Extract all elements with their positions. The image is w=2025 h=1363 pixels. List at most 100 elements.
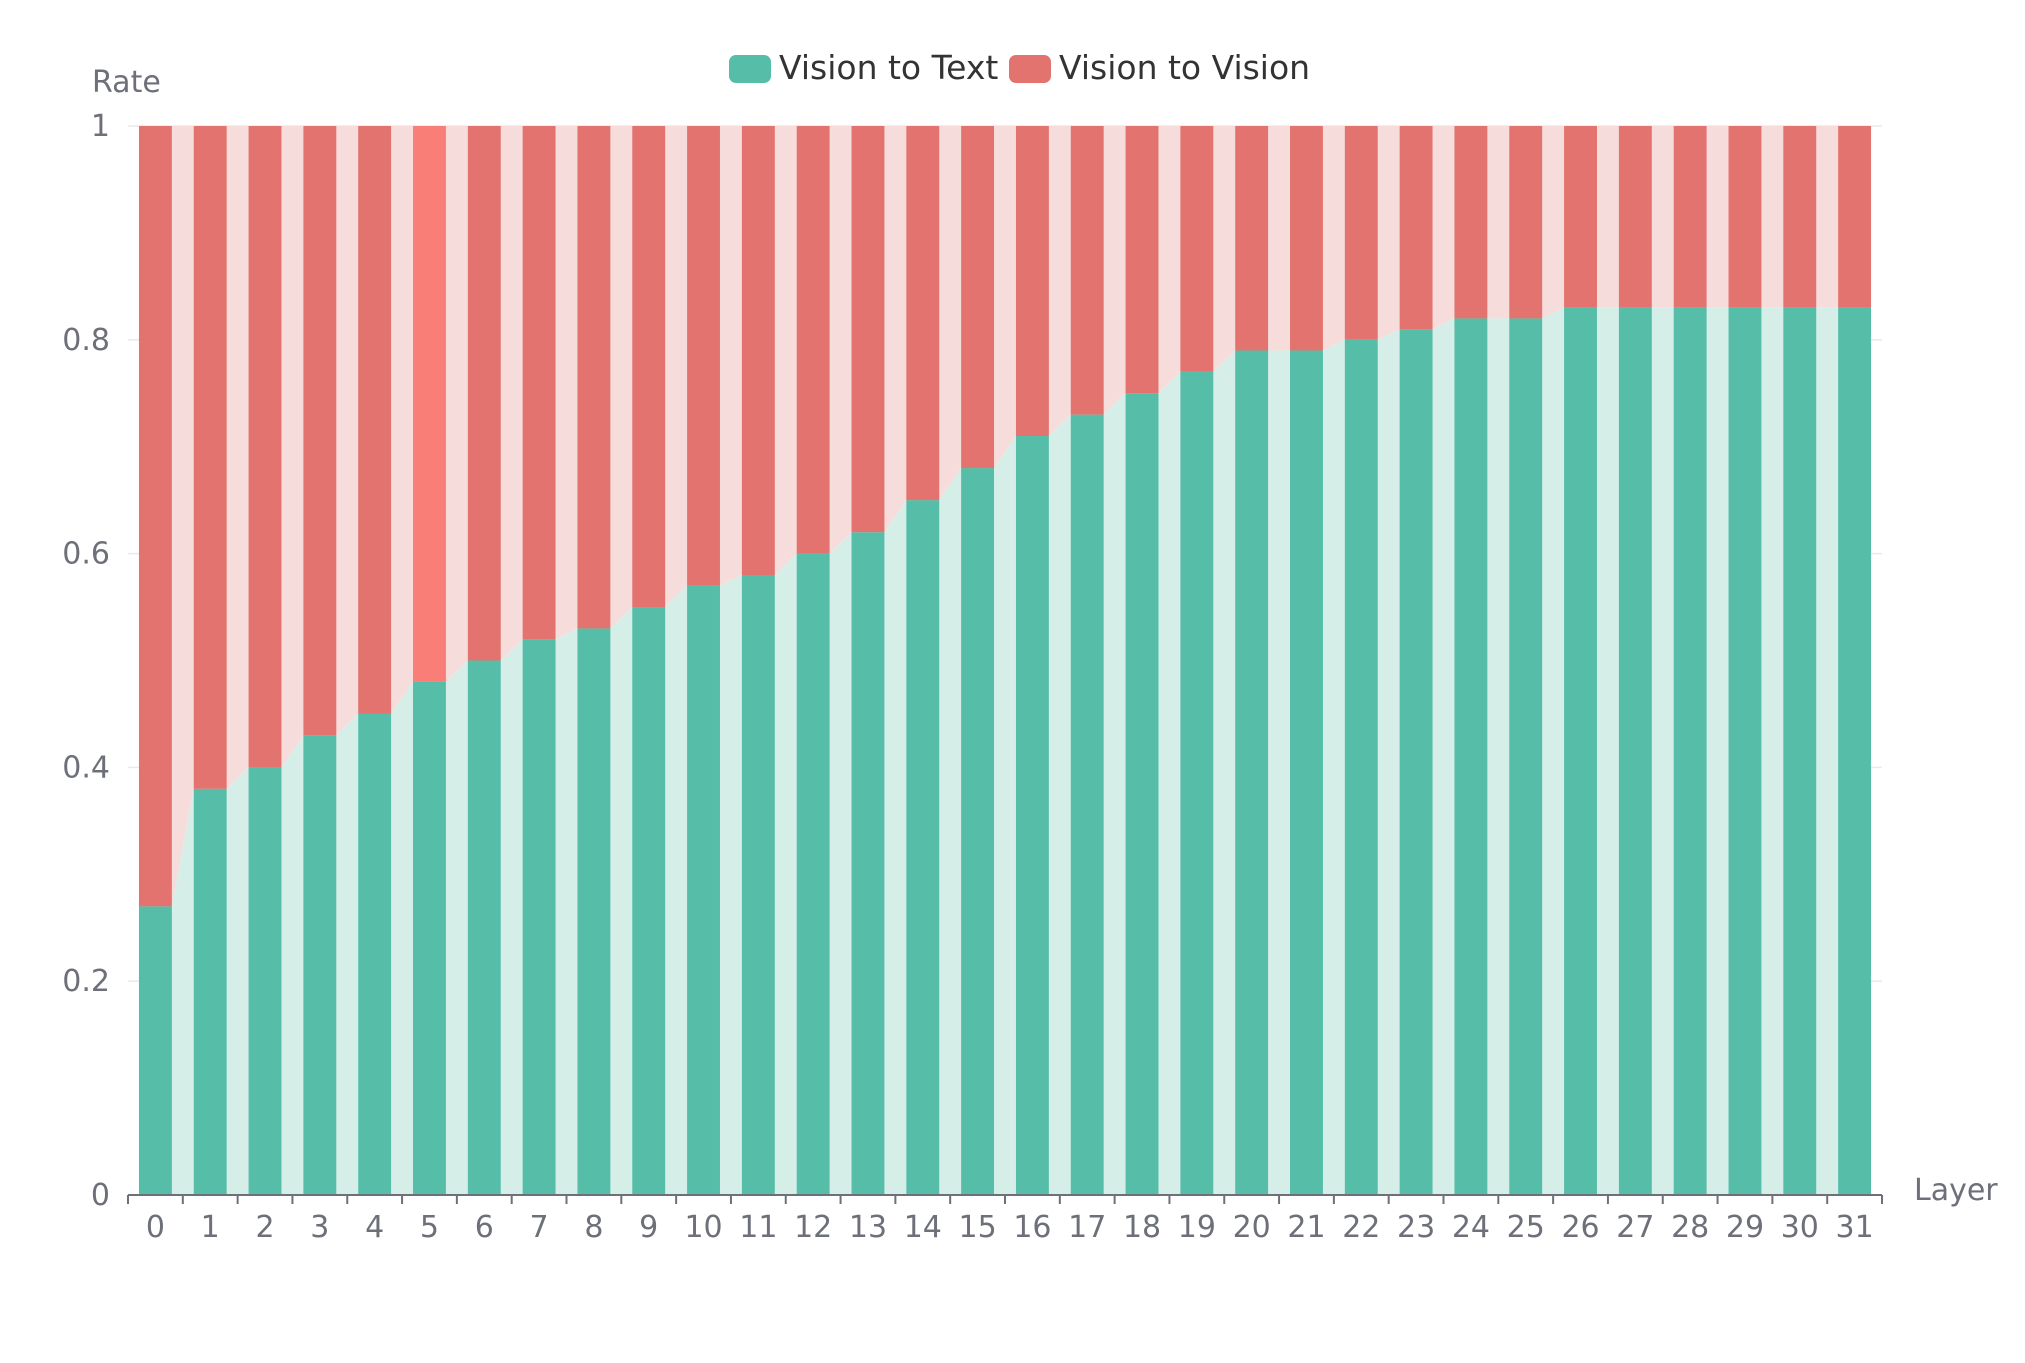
bar-vision-to-text-layer-22[interactable] (1344, 339, 1378, 1195)
bar-vision-to-text-layer-8[interactable] (577, 628, 611, 1195)
bar-vision-to-text-layer-23[interactable] (1399, 329, 1433, 1195)
bar-vision-to-text-layer-3[interactable] (303, 735, 337, 1195)
bar-vision-to-vision-layer-5[interactable] (413, 126, 446, 682)
bar-vision-to-vision-layer-9[interactable] (632, 126, 666, 608)
bar-vision-to-vision-layer-15[interactable] (961, 126, 995, 469)
x-tick-label: 26 (1561, 1210, 1599, 1245)
x-tick-label: 12 (794, 1210, 832, 1245)
x-tick-label: 31 (1836, 1210, 1874, 1245)
bar-vision-to-vision-layer-13[interactable] (851, 126, 885, 533)
bar-vision-to-text-layer-19[interactable] (1180, 371, 1214, 1195)
legend-item-vision-to-vision[interactable]: Vision to Vision (1009, 48, 1310, 87)
bar-vision-to-text-layer-13[interactable] (851, 532, 885, 1195)
x-tick-label: 4 (365, 1210, 384, 1245)
bar-vision-to-vision-layer-30[interactable] (1783, 126, 1817, 308)
bar-vision-to-vision-layer-29[interactable] (1728, 126, 1762, 308)
bar-vision-to-vision-layer-4[interactable] (358, 126, 392, 714)
bar-vision-to-text-layer-26[interactable] (1564, 307, 1597, 1196)
bar-vision-to-vision-layer-17[interactable] (1070, 126, 1104, 415)
x-tick-label: 25 (1507, 1210, 1545, 1245)
bar-vision-to-text-layer-14[interactable] (906, 500, 940, 1195)
bar-vision-to-text-layer-5[interactable] (413, 681, 446, 1195)
bar-vision-to-text-layer-28[interactable] (1673, 307, 1707, 1196)
bar-vision-to-vision-layer-31[interactable] (1838, 126, 1872, 308)
bar-vision-to-text-layer-29[interactable] (1728, 307, 1762, 1196)
bar-vision-to-vision-layer-12[interactable] (796, 126, 830, 554)
bar-vision-to-vision-layer-25[interactable] (1509, 126, 1543, 319)
bar-vision-to-vision-layer-6[interactable] (467, 126, 501, 661)
bar-vision-to-text-layer-16[interactable] (1015, 436, 1049, 1195)
bar-vision-to-vision-layer-19[interactable] (1180, 126, 1214, 372)
bar-vision-to-text-layer-15[interactable] (961, 468, 995, 1196)
bar-vision-to-text-layer-0[interactable] (138, 906, 172, 1195)
x-tick-label: 18 (1123, 1210, 1161, 1245)
x-tick-label: 19 (1178, 1210, 1216, 1245)
y-tick-label: 1 (91, 109, 110, 144)
x-tick-label: 13 (849, 1210, 887, 1245)
bar-vision-to-vision-layer-21[interactable] (1290, 126, 1323, 351)
x-tick-label: 16 (1013, 1210, 1051, 1245)
x-axis-label: Layer (1914, 1173, 1998, 1208)
x-tick-label: 11 (739, 1210, 777, 1245)
bar-vision-to-vision-layer-1[interactable] (193, 126, 227, 789)
bars (138, 126, 1872, 1196)
x-tick-label: 7 (530, 1210, 549, 1245)
x-tick-label: 28 (1671, 1210, 1709, 1245)
y-axis-label: Rate (92, 65, 161, 100)
x-tick-label: 14 (904, 1210, 942, 1245)
x-tick-label: 22 (1342, 1210, 1380, 1245)
bar-vision-to-vision-layer-22[interactable] (1344, 126, 1378, 340)
bar-vision-to-text-layer-18[interactable] (1125, 393, 1159, 1195)
bar-vision-to-vision-layer-20[interactable] (1235, 126, 1269, 351)
legend-swatch-vision-to-text (729, 55, 771, 83)
x-tick-label: 8 (584, 1210, 603, 1245)
bar-vision-to-vision-layer-27[interactable] (1618, 126, 1652, 308)
legend-swatch-vision-to-vision (1009, 55, 1051, 83)
vision-to-text-area-band (138, 307, 1872, 1196)
bar-vision-to-vision-layer-11[interactable] (741, 126, 775, 575)
bar-vision-to-vision-layer-14[interactable] (906, 126, 940, 501)
bar-vision-to-text-layer-24[interactable] (1454, 318, 1488, 1195)
y-tick-label: 0.2 (62, 964, 110, 999)
bar-vision-to-vision-layer-23[interactable] (1399, 126, 1433, 330)
bar-vision-to-vision-layer-16[interactable] (1015, 126, 1049, 437)
legend-item-vision-to-text[interactable]: Vision to Text (729, 48, 998, 87)
bar-vision-to-text-layer-11[interactable] (741, 574, 775, 1195)
bar-vision-to-vision-layer-3[interactable] (303, 126, 337, 736)
y-tick-label: 0 (91, 1178, 110, 1213)
x-tick-label: 6 (475, 1210, 494, 1245)
bar-vision-to-text-layer-27[interactable] (1618, 307, 1652, 1196)
x-tick-label: 5 (420, 1210, 439, 1245)
bar-vision-to-text-layer-12[interactable] (796, 553, 830, 1195)
bar-vision-to-vision-layer-0[interactable] (138, 126, 172, 907)
bar-vision-to-text-layer-17[interactable] (1070, 414, 1104, 1195)
bar-vision-to-vision-layer-2[interactable] (248, 126, 282, 768)
bar-vision-to-text-layer-7[interactable] (522, 639, 556, 1195)
bar-vision-to-text-layer-10[interactable] (687, 585, 720, 1195)
bar-vision-to-text-layer-1[interactable] (193, 788, 227, 1195)
x-tick-label: 3 (310, 1210, 329, 1245)
bar-vision-to-vision-layer-28[interactable] (1673, 126, 1707, 308)
bar-vision-to-text-layer-20[interactable] (1235, 350, 1269, 1195)
bar-vision-to-vision-layer-8[interactable] (577, 126, 611, 629)
x-tick-label: 30 (1781, 1210, 1819, 1245)
bar-vision-to-text-layer-25[interactable] (1509, 318, 1543, 1195)
bar-vision-to-vision-layer-7[interactable] (522, 126, 556, 640)
bar-vision-to-vision-layer-24[interactable] (1454, 126, 1488, 319)
bar-vision-to-text-layer-9[interactable] (632, 607, 666, 1195)
bar-vision-to-text-layer-6[interactable] (467, 660, 501, 1196)
axes: 00.20.40.60.810 1 2 3 4 5 6 7 8 9 10 11 12 13 14 15 16 17… (62, 109, 1883, 1245)
bar-vision-to-text-layer-2[interactable] (248, 767, 282, 1195)
bar-vision-to-vision-layer-18[interactable] (1125, 126, 1159, 394)
bar-vision-to-text-layer-4[interactable] (358, 713, 392, 1195)
bar-vision-to-text-layer-30[interactable] (1783, 307, 1817, 1196)
bar-vision-to-text-layer-21[interactable] (1290, 350, 1323, 1195)
x-tick-label: 20 (1233, 1210, 1271, 1245)
bar-vision-to-vision-layer-10[interactable] (687, 126, 720, 586)
legend-label-vision-to-text: Vision to Text (779, 48, 998, 87)
bar-vision-to-vision-layer-26[interactable] (1564, 126, 1597, 308)
bar-vision-to-text-layer-31[interactable] (1838, 307, 1872, 1196)
legend[interactable]: Vision to Text Vision to Vision (729, 48, 1310, 87)
